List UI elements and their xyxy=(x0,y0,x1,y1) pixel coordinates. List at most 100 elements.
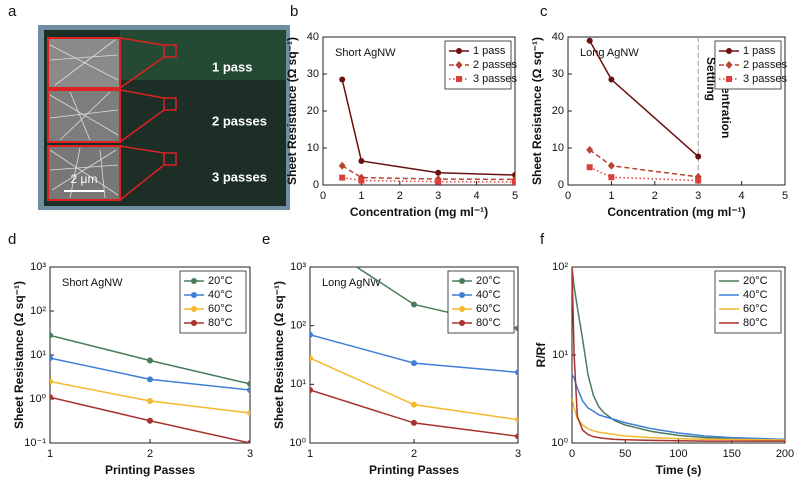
plot-title: Long AgNW xyxy=(322,277,381,289)
y-tick-label: 10¹ xyxy=(552,349,568,361)
panel-label: f xyxy=(540,231,545,248)
marker xyxy=(608,174,615,181)
x-tick-label: 3 xyxy=(435,190,441,202)
marker xyxy=(338,161,346,170)
legend-label: 3 passes xyxy=(743,73,788,85)
plot-title: Short AgNW xyxy=(335,47,396,59)
marker xyxy=(147,376,153,383)
series-line xyxy=(341,79,515,176)
plot-series xyxy=(586,37,702,184)
legend-label: 1 pass xyxy=(473,45,506,57)
panel-label: b xyxy=(290,3,298,20)
x-tick-label: 2 xyxy=(397,190,403,202)
marker xyxy=(247,387,250,394)
sem-image xyxy=(47,37,121,89)
sem-image xyxy=(47,89,121,143)
series-line xyxy=(572,374,785,441)
y-tick-label: 0 xyxy=(558,179,564,191)
y-tick-label: 10⁻¹ xyxy=(24,437,46,449)
x-tick-label: 1 xyxy=(358,190,364,202)
y-tick-label: 30 xyxy=(552,68,564,80)
y-axis-label: Sheet Resistance (Ω sq⁻¹) xyxy=(272,281,286,429)
legend-marker xyxy=(725,61,733,69)
marker xyxy=(515,433,518,440)
x-tick-label: 100 xyxy=(669,448,687,460)
pass-label: 1 pass xyxy=(212,59,252,74)
marker xyxy=(515,369,518,376)
x-axis-label: Printing Passes xyxy=(369,463,459,477)
plot-series xyxy=(338,76,515,185)
y-tick-label: 20 xyxy=(552,105,564,117)
x-tick-label: 1 xyxy=(608,190,614,202)
y-tick-label: 10 xyxy=(307,142,319,154)
legend-marker xyxy=(191,306,197,312)
marker xyxy=(411,301,417,308)
legend-marker xyxy=(191,292,197,298)
x-tick-label: 150 xyxy=(723,448,741,460)
series-line xyxy=(572,267,785,442)
marker xyxy=(586,37,593,44)
legend-marker xyxy=(459,320,465,326)
x-axis-label: Concentration (mg ml⁻¹) xyxy=(607,205,745,219)
y-axis-label: Sheet Resistance (Ω sq⁻¹) xyxy=(285,37,299,185)
y-tick-label: 10² xyxy=(552,261,568,273)
x-tick-label: 3 xyxy=(515,448,521,460)
legend-label: 60°C xyxy=(208,303,233,315)
annotation: Settling xyxy=(704,57,718,101)
plot-title: Short AgNW xyxy=(62,277,123,289)
x-tick-label: 2 xyxy=(411,448,417,460)
legend-marker xyxy=(459,306,465,312)
legend-marker xyxy=(455,61,463,69)
x-axis-label: Printing Passes xyxy=(105,463,195,477)
x-tick-label: 3 xyxy=(247,448,253,460)
panel-label: a xyxy=(8,3,17,20)
marker xyxy=(247,380,250,387)
x-tick-label: 4 xyxy=(739,190,745,202)
y-tick-label: 30 xyxy=(307,68,319,80)
x-tick-label: 1 xyxy=(307,448,313,460)
y-axis-label: Sheet Resistance (Ω sq⁻¹) xyxy=(530,37,544,185)
x-tick-label: 0 xyxy=(569,448,575,460)
plot-series xyxy=(50,332,250,443)
marker xyxy=(50,332,53,339)
legend-marker xyxy=(459,278,465,284)
x-tick-label: 2 xyxy=(652,190,658,202)
panel-label: e xyxy=(262,231,270,248)
x-tick-label: 0 xyxy=(565,190,571,202)
legend-label: 40°C xyxy=(476,289,501,301)
marker xyxy=(515,325,518,332)
marker xyxy=(50,355,53,362)
y-axis-label: Sheet Resistance (Ω sq⁻¹) xyxy=(12,281,26,429)
x-tick-label: 200 xyxy=(776,448,794,460)
panel-label: d xyxy=(8,231,16,248)
legend-marker xyxy=(191,278,197,284)
marker xyxy=(586,164,593,171)
series-line xyxy=(572,267,785,441)
marker xyxy=(358,177,365,184)
marker xyxy=(608,76,615,83)
legend-label: 20°C xyxy=(743,275,768,287)
photo-strip xyxy=(120,30,286,80)
legend-label: 60°C xyxy=(476,303,501,315)
legend-label: 20°C xyxy=(208,275,233,287)
marker xyxy=(515,416,518,423)
y-tick-label: 10⁰ xyxy=(289,437,306,449)
legend-marker xyxy=(191,320,197,326)
y-tick-label: 10 xyxy=(552,142,564,154)
pass-label: 3 passes xyxy=(212,169,267,184)
x-tick-label: 2 xyxy=(147,448,153,460)
marker xyxy=(147,357,153,364)
x-tick-label: 3 xyxy=(695,190,701,202)
marker xyxy=(339,174,346,181)
marker xyxy=(307,234,313,240)
marker xyxy=(147,417,153,424)
marker xyxy=(435,178,442,185)
plot-title: Long AgNW xyxy=(580,47,639,59)
zoom-marks xyxy=(119,37,177,201)
marker xyxy=(247,440,250,443)
legend-marker xyxy=(726,76,732,82)
legend-label: 2 passes xyxy=(743,59,788,71)
marker xyxy=(586,145,594,154)
marker xyxy=(358,157,365,164)
